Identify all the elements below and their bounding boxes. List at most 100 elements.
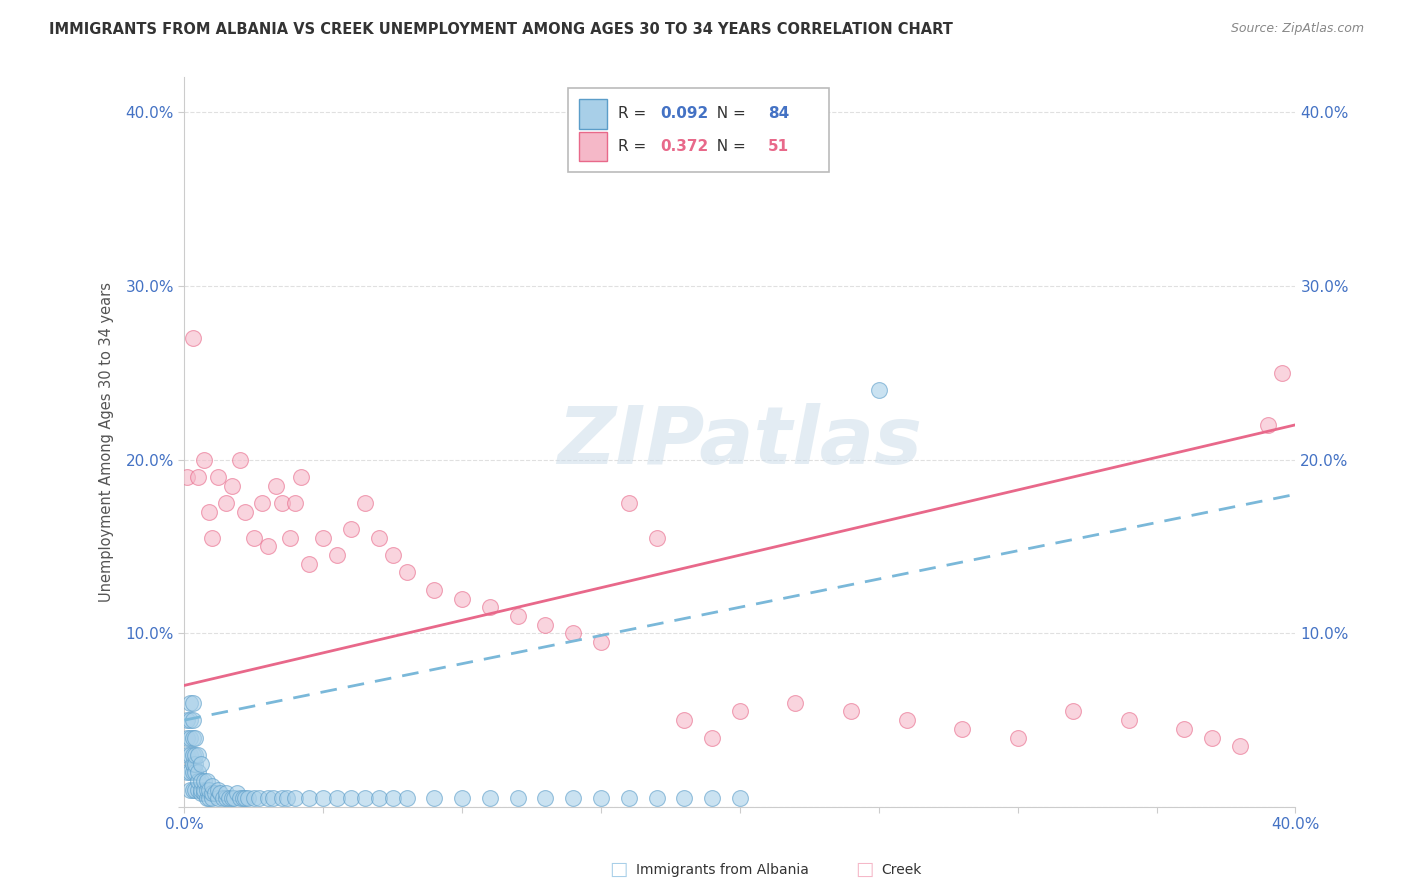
Point xyxy=(238,791,260,805)
Point xyxy=(276,791,298,805)
Point xyxy=(1007,731,1029,745)
Point xyxy=(839,705,862,719)
Point xyxy=(645,791,668,805)
Text: R =: R = xyxy=(617,139,651,154)
FancyBboxPatch shape xyxy=(568,88,828,172)
Point xyxy=(193,786,215,800)
Point xyxy=(256,540,278,554)
Point xyxy=(1062,705,1084,719)
Y-axis label: Unemployment Among Ages 30 to 34 years: Unemployment Among Ages 30 to 34 years xyxy=(100,282,114,602)
Text: Source: ZipAtlas.com: Source: ZipAtlas.com xyxy=(1230,22,1364,36)
Point xyxy=(224,791,246,805)
Point xyxy=(235,505,257,519)
Point xyxy=(728,791,751,805)
Point xyxy=(179,696,201,710)
Point xyxy=(190,756,212,771)
Text: 84: 84 xyxy=(768,106,789,121)
Point xyxy=(340,791,363,805)
Point xyxy=(298,791,321,805)
Point xyxy=(215,791,238,805)
Point xyxy=(201,531,224,545)
Point xyxy=(207,791,229,805)
Point xyxy=(478,791,501,805)
Point xyxy=(534,791,557,805)
Text: Creek: Creek xyxy=(882,863,922,877)
Point xyxy=(270,496,292,510)
Point xyxy=(201,791,224,805)
Point xyxy=(326,548,349,562)
Point xyxy=(195,782,218,797)
Point xyxy=(176,765,198,780)
Point xyxy=(506,791,529,805)
Point xyxy=(198,505,221,519)
Point xyxy=(534,617,557,632)
Point xyxy=(278,531,301,545)
Point xyxy=(181,331,204,345)
Point xyxy=(181,696,204,710)
Point xyxy=(284,496,307,510)
Point xyxy=(451,591,474,606)
Point xyxy=(1257,417,1279,432)
Point xyxy=(506,608,529,623)
Point xyxy=(326,791,349,805)
Point xyxy=(785,696,807,710)
Point xyxy=(589,635,612,649)
Point xyxy=(201,786,224,800)
Point xyxy=(184,756,207,771)
Point xyxy=(209,786,232,800)
Point xyxy=(184,747,207,762)
Point xyxy=(201,779,224,793)
Point xyxy=(367,531,389,545)
Point xyxy=(728,705,751,719)
Point xyxy=(221,791,243,805)
Point xyxy=(181,782,204,797)
Point xyxy=(264,478,287,492)
Point xyxy=(184,765,207,780)
Point xyxy=(354,791,377,805)
Point xyxy=(1118,713,1140,727)
Point xyxy=(215,496,238,510)
Point xyxy=(284,791,307,805)
Point xyxy=(702,731,724,745)
Text: Immigrants from Albania: Immigrants from Albania xyxy=(636,863,808,877)
Point xyxy=(176,747,198,762)
Point xyxy=(195,773,218,788)
Point xyxy=(176,470,198,484)
Point xyxy=(367,791,389,805)
Text: IMMIGRANTS FROM ALBANIA VS CREEK UNEMPLOYMENT AMONG AGES 30 TO 34 YEARS CORRELAT: IMMIGRANTS FROM ALBANIA VS CREEK UNEMPLO… xyxy=(49,22,953,37)
Point xyxy=(204,786,226,800)
Text: R =: R = xyxy=(617,106,651,121)
Point xyxy=(229,452,252,467)
Point xyxy=(212,791,235,805)
Point xyxy=(181,731,204,745)
Point xyxy=(1229,739,1251,754)
Text: ZIPatlas: ZIPatlas xyxy=(557,403,922,481)
Point xyxy=(562,626,585,640)
Point xyxy=(423,791,446,805)
Point xyxy=(290,470,312,484)
Bar xyxy=(579,99,606,128)
Point xyxy=(312,791,335,805)
Point xyxy=(181,756,204,771)
Point xyxy=(176,731,198,745)
Point xyxy=(312,531,335,545)
Point xyxy=(589,791,612,805)
Point xyxy=(193,773,215,788)
Point xyxy=(181,765,204,780)
Point xyxy=(207,782,229,797)
Point xyxy=(617,791,640,805)
Point xyxy=(395,791,418,805)
Point xyxy=(190,782,212,797)
Point xyxy=(868,383,890,397)
Point xyxy=(247,791,270,805)
Point xyxy=(181,747,204,762)
Point xyxy=(340,522,363,536)
Point xyxy=(181,713,204,727)
Text: □: □ xyxy=(855,860,875,880)
Point xyxy=(243,531,266,545)
Point xyxy=(232,791,254,805)
Point xyxy=(187,747,209,762)
Point xyxy=(190,773,212,788)
Point xyxy=(395,566,418,580)
Point xyxy=(221,478,243,492)
